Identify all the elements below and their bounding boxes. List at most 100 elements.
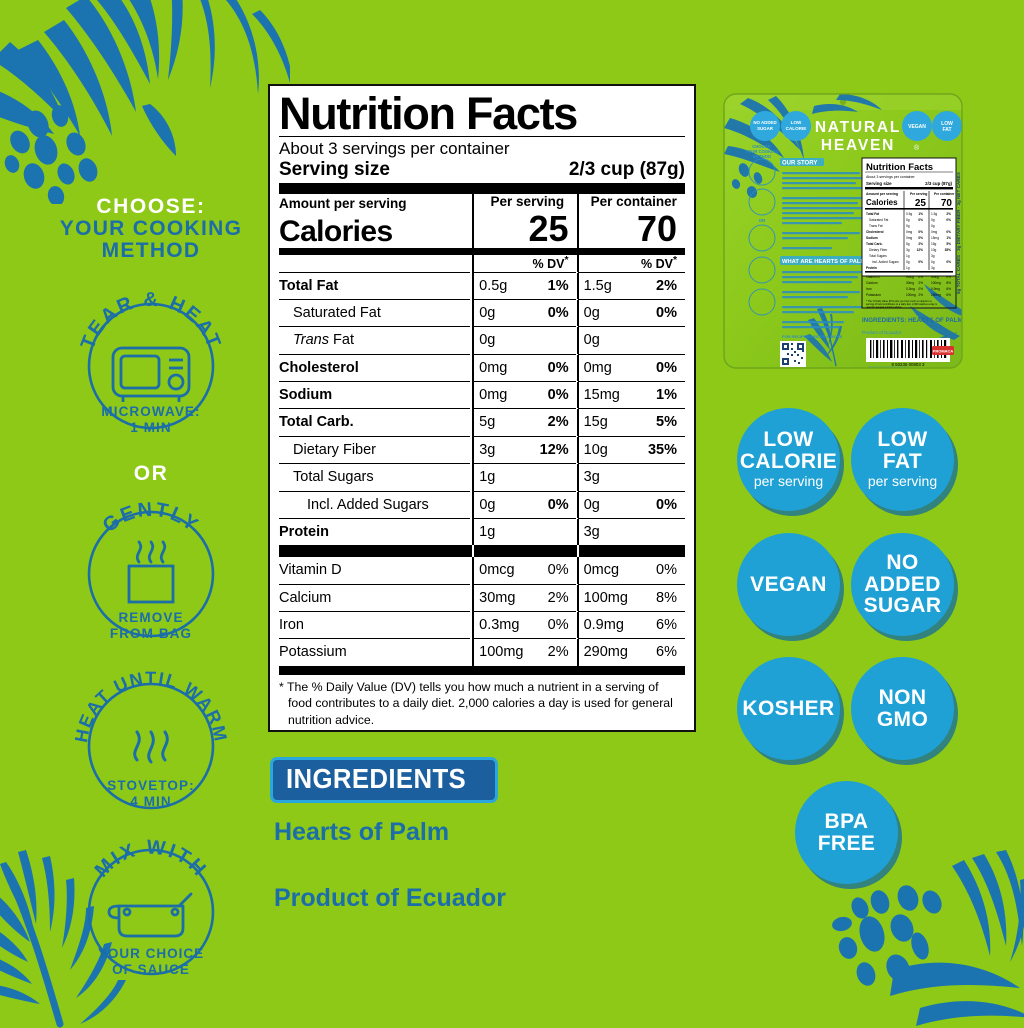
cooking-heading: CHOOSE: YOUR COOKING METHOD xyxy=(26,196,276,261)
claim-badge-bpa-free[interactable]: BPA FREE xyxy=(795,781,898,884)
nutrient-name: Dietary Fiber xyxy=(293,441,376,458)
cooking-method-stovetop[interactable]: HEAT UNTIL WARM STOVETOP: 4 MIN xyxy=(26,666,276,834)
barcode-digits: 8 50236 00803 3 xyxy=(892,362,926,367)
svg-text:Distributed by: Natural Heaven: Distributed by: Natural Heaven LLC xyxy=(868,365,909,369)
svg-text:0mg: 0mg xyxy=(906,230,912,234)
nutrient-name: Saturated Fat xyxy=(293,304,381,321)
method-line1-4: YOUR CHOICE xyxy=(98,946,204,961)
pouch-brand-line1: NATURAL xyxy=(815,119,901,136)
vitamin-serving-amount: 100mg xyxy=(479,644,524,661)
svg-text:Total Sugars: Total Sugars xyxy=(869,254,887,258)
cooking-method-sauce[interactable]: MIX WITH YOUR CHOICE OF SAUCE xyxy=(26,832,276,1000)
claim-badge-no-added-sugar[interactable]: NO ADDED SUGAR xyxy=(851,533,954,636)
badge-line: LOW xyxy=(877,428,928,452)
svg-text:VEGAN: VEGAN xyxy=(908,124,926,130)
claim-badge-vegan[interactable]: VEGAN xyxy=(737,533,840,636)
nutrient-container-dv: 1% xyxy=(656,387,677,403)
svg-text:Cholesterol: Cholesterol xyxy=(866,230,884,234)
calories-label: Calories xyxy=(279,215,393,249)
svg-text:0mg: 0mg xyxy=(931,230,937,234)
claim-badge-non-gmo[interactable]: NON GMO xyxy=(851,657,954,760)
dv-star-2: * xyxy=(672,255,677,267)
nutrient-serving-dv: 0% xyxy=(547,359,569,376)
cooking-method-section: CHOOSE: YOUR COOKING METHOD xyxy=(26,196,276,261)
svg-text:2%: 2% xyxy=(918,281,923,285)
ingredients-line-2: Product of Ecuador xyxy=(274,884,506,912)
nutrient-serving-dv: 0% xyxy=(547,387,569,403)
svg-text:Per serving: Per serving xyxy=(910,192,927,196)
badge-line: LOW xyxy=(763,428,814,452)
nutrient-serving-amount: 0g xyxy=(479,332,496,349)
product-pouch-image[interactable]: NATURAL HEAVEN ® NO ADDED SUGAR LOW CALO… xyxy=(718,88,968,376)
or-separator: OR xyxy=(133,462,169,485)
method-arc-label-1: TEAR & HEAT xyxy=(77,289,223,352)
nutrient-row: Trans Fat 0g 0g xyxy=(279,327,685,354)
nutrient-container-dv xyxy=(677,327,685,353)
nutrient-container-dv: 5% xyxy=(656,414,677,431)
svg-text:Sodium: Sodium xyxy=(866,236,878,240)
vitamin-name: Calcium xyxy=(279,589,332,606)
vitamin-serving-dv: 0% xyxy=(547,562,569,579)
pouch-hop-heading: WHAT ARE HEARTS OF PALM? xyxy=(782,259,869,265)
claim-badge-low-calorie[interactable]: LOW CALORIE per serving xyxy=(737,408,840,511)
method-line1-2: REMOVE xyxy=(118,610,183,625)
badge-line: KOSHER xyxy=(742,696,835,720)
ingredients-badge-label: INGREDIENTS xyxy=(286,763,467,794)
nutrient-row: Total Carb. 5g 2% 15g 5% xyxy=(279,409,685,436)
nutrient-container-dv: 0% xyxy=(656,496,677,513)
calories-row: Calories 25 70 xyxy=(279,211,685,249)
choose-label: CHOOSE: xyxy=(96,195,206,218)
nutrient-serving-amount: 0g xyxy=(479,304,496,321)
nutrition-facts-panel: Nutrition Facts About 3 servings per con… xyxy=(268,84,696,732)
svg-text:15mg: 15mg xyxy=(931,236,939,240)
vitamin-row: Vitamin D 0mcg 0% 0mcg 0% xyxy=(279,557,685,584)
method-line2-2: FROM BAG xyxy=(110,626,192,641)
svg-text:0.9mg: 0.9mg xyxy=(931,287,940,291)
badge-main-1: LOW FAT xyxy=(877,429,927,472)
svg-text:NO ADDED: NO ADDED xyxy=(753,120,776,125)
svg-text:6%: 6% xyxy=(946,293,951,297)
vitamin-row: Potassium 100mg 2% 290mg 6% xyxy=(279,639,685,666)
cooking-method-remove-from-bag[interactable]: GENTLY REMOVE FROM BAG xyxy=(26,494,276,662)
claim-badge-low-fat[interactable]: LOW FAT per serving xyxy=(851,408,954,511)
pouch-side-strip: 5g TOTAL CARBS · 3g DIETARY FIBER · 3g N… xyxy=(956,172,961,294)
claim-badge-kosher[interactable]: KOSHER xyxy=(737,657,840,760)
serving-size-value: 2/3 cup (87g) xyxy=(568,159,685,181)
pouch-story-heading: OUR STORY xyxy=(782,161,817,167)
nutrient-row: Total Sugars 1g 3g xyxy=(279,464,685,491)
method-arc-label-2: GENTLY xyxy=(99,499,201,537)
vitamin-serving-amount: 0mcg xyxy=(479,562,515,579)
badge-main-5: NON GMO xyxy=(877,687,928,730)
vitamin-container-amount: 0mcg xyxy=(583,562,620,579)
servings-per-container: About 3 servings per container xyxy=(279,139,510,159)
cooking-heading-line1: YOUR COOKING xyxy=(59,216,243,240)
badge-line: NON xyxy=(878,686,927,710)
steaming-bag-icon xyxy=(127,540,175,604)
badge-line: FREE xyxy=(817,831,876,855)
nutrient-serving-dv: 1% xyxy=(547,277,569,294)
svg-text:serving of food contributes to: serving of food contributes to a daily d… xyxy=(866,303,938,306)
nutrient-container-amount: 1.5g xyxy=(583,277,612,294)
svg-text:0mcg: 0mcg xyxy=(931,275,939,279)
nutrient-serving-dv: 0% xyxy=(547,496,569,513)
svg-text:MIX WITH: MIX WITH xyxy=(91,836,212,882)
svg-text:Dietary Fiber: Dietary Fiber xyxy=(869,248,888,252)
svg-text:2%: 2% xyxy=(918,293,923,297)
nutrient-row: Total Fat 0.5g 1% 1.5g 2% xyxy=(279,272,685,299)
svg-text:Protein: Protein xyxy=(866,266,877,270)
svg-text:CALORIE: CALORIE xyxy=(786,126,807,131)
saucepan-icon xyxy=(107,892,193,938)
svg-text:0g: 0g xyxy=(931,218,935,222)
svg-text:10g: 10g xyxy=(931,248,937,252)
serving-size-row: Serving size 2/3 cup (87g) xyxy=(279,159,685,183)
vitamin-row: Calcium 30mg 2% 100mg 8% xyxy=(279,584,685,611)
vitamin-serving-dv: 2% xyxy=(547,589,569,606)
vitamin-container-dv: 8% xyxy=(656,589,677,606)
badge-main-2: VEGAN xyxy=(750,572,827,596)
nutrient-name: Protein xyxy=(279,523,329,540)
nutrient-serving-dv: 12% xyxy=(539,441,569,458)
cooking-method-microwave[interactable]: TEAR & HEAT MICROWAVE: 1 MIN xyxy=(26,286,276,454)
nutrient-container-amount: 0g xyxy=(583,304,600,321)
calories-per-serving: 25 xyxy=(471,211,577,249)
badge-line: VEGAN xyxy=(750,572,827,596)
